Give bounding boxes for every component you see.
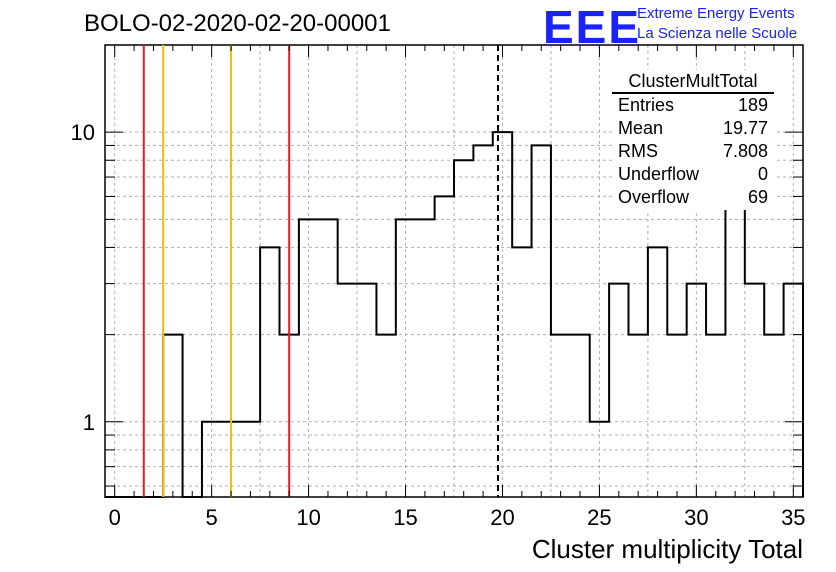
- stats-box: ClusterMultTotal Entries 189 Mean 19.77 …: [612, 70, 774, 209]
- y-tick-label: 1: [83, 410, 95, 435]
- stat-value: 0: [757, 164, 768, 184]
- histogram-outline: [105, 131, 804, 498]
- stat-label: Mean: [618, 118, 664, 138]
- stat-value: 189: [737, 95, 768, 115]
- stat-label: RMS: [618, 141, 658, 161]
- x-tick-label: 20: [490, 505, 514, 530]
- stat-value: 19.77: [722, 118, 768, 138]
- x-tick-label: 0: [109, 505, 121, 530]
- stat-label: Overflow: [618, 187, 690, 207]
- stat-row-rms: RMS 7.808: [612, 140, 774, 163]
- x-tick-label: 5: [206, 505, 218, 530]
- stat-row-mean: Mean 19.77: [612, 117, 774, 140]
- stat-label: Entries: [618, 95, 675, 115]
- stats-title: ClusterMultTotal: [612, 70, 774, 94]
- y-tick-label: 10: [71, 120, 95, 145]
- stat-label: Underflow: [618, 164, 700, 184]
- brand-line-2: La Scienza nelle Scuole: [637, 25, 798, 42]
- stat-row-entries: Entries 189: [612, 94, 774, 117]
- brand-text: Extreme Energy Events La Scienza nelle S…: [637, 4, 797, 44]
- stat-row-underflow: Underflow 0: [612, 163, 774, 186]
- run-title: BOLO-02-2020-02-20-00001: [84, 10, 391, 37]
- brand-line-1: Extreme Energy Events: [637, 5, 795, 22]
- stat-value: 69: [747, 187, 768, 207]
- x-tick-label: 30: [684, 505, 708, 530]
- eee-logo: EEE: [543, 1, 642, 53]
- x-tick-label: 15: [393, 505, 417, 530]
- plot-frame: [104, 44, 804, 498]
- x-tick-label: 25: [587, 505, 611, 530]
- stat-row-overflow: Overflow 69: [612, 186, 774, 209]
- x-tick-label: 10: [296, 505, 320, 530]
- stat-value: 7.808: [722, 141, 768, 161]
- x-axis-label: Cluster multiplicity Total: [532, 534, 803, 564]
- x-tick-label: 35: [781, 505, 805, 530]
